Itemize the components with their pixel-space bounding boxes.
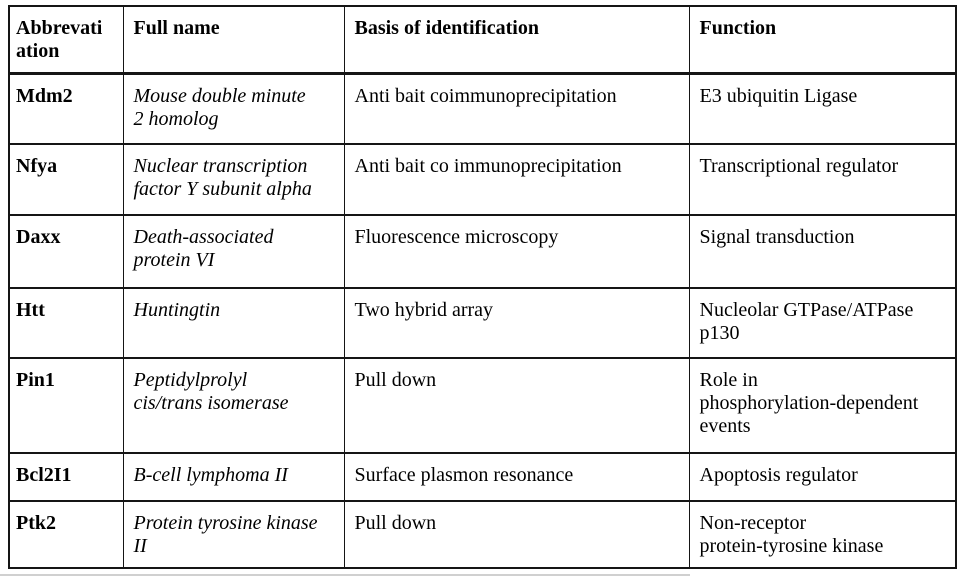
cell-full-name: Death-associated protein VI (122, 214, 345, 289)
col-header-basis: Basis of identification (343, 5, 690, 75)
cell-function: Role in phosphorylation-dependent events (688, 357, 957, 454)
cell-abbreviation: Pin1 (8, 357, 124, 454)
cell-basis: Surface plasmon resonance (343, 452, 690, 502)
cell-basis: Two hybrid array (343, 287, 690, 359)
cell-full-name: Peptidylprolyl cis/trans isomerase (122, 357, 345, 454)
cell-basis: Anti bait coimmunoprecipitation (343, 72, 690, 145)
partial-bottom-rule (0, 574, 690, 576)
cell-abbreviation: Mdm2 (8, 72, 124, 145)
cell-basis: Pull down (343, 357, 690, 454)
cell-function: Transcriptional regulator (688, 143, 957, 216)
col-header-abbreviation: Abbrevati ation (8, 5, 124, 75)
cell-function: Nucleolar GTPase/ATPase p130 (688, 287, 957, 359)
cell-function: Signal transduction (688, 214, 957, 289)
col-header-function: Function (688, 5, 957, 75)
cell-full-name: B-cell lymphoma II (122, 452, 345, 502)
table-row: Pin1 Peptidylprolyl cis/trans isomerase … (8, 357, 957, 454)
cell-function: Non-receptor protein-tyrosine kinase (688, 500, 957, 569)
cell-function: E3 ubiquitin Ligase (688, 72, 957, 145)
col-header-full-name: Full name (122, 5, 345, 75)
cell-full-name: Nuclear transcription factor Y subunit a… (122, 143, 345, 216)
header-row: Abbrevati ation Full name Basis of ident… (8, 5, 957, 75)
table-row: Nfya Nuclear transcription factor Y subu… (8, 143, 957, 216)
table-row: Htt Huntingtin Two hybrid array Nucleola… (8, 287, 957, 359)
cell-abbreviation: Ptk2 (8, 500, 124, 569)
cell-full-name: Huntingtin (122, 287, 345, 359)
cell-function: Apoptosis regulator (688, 452, 957, 502)
cell-basis: Anti bait co immunoprecipitation (343, 143, 690, 216)
cell-abbreviation: Bcl2I1 (8, 452, 124, 502)
cell-abbreviation: Daxx (8, 214, 124, 289)
cell-full-name: Protein tyrosine kinase II (122, 500, 345, 569)
protein-interaction-table: Abbrevati ation Full name Basis of ident… (8, 5, 957, 569)
cell-basis: Fluorescence microscopy (343, 214, 690, 289)
cell-abbreviation: Htt (8, 287, 124, 359)
table-row: Daxx Death-associated protein VI Fluores… (8, 214, 957, 289)
table-row: Ptk2 Protein tyrosine kinase II Pull dow… (8, 500, 957, 569)
table-row: Bcl2I1 B-cell lymphoma II Surface plasmo… (8, 452, 957, 502)
cell-abbreviation: Nfya (8, 143, 124, 216)
cell-basis: Pull down (343, 500, 690, 569)
cell-full-name: Mouse double minute 2 homolog (122, 72, 345, 145)
table-row: Mdm2 Mouse double minute 2 homolog Anti … (8, 72, 957, 145)
